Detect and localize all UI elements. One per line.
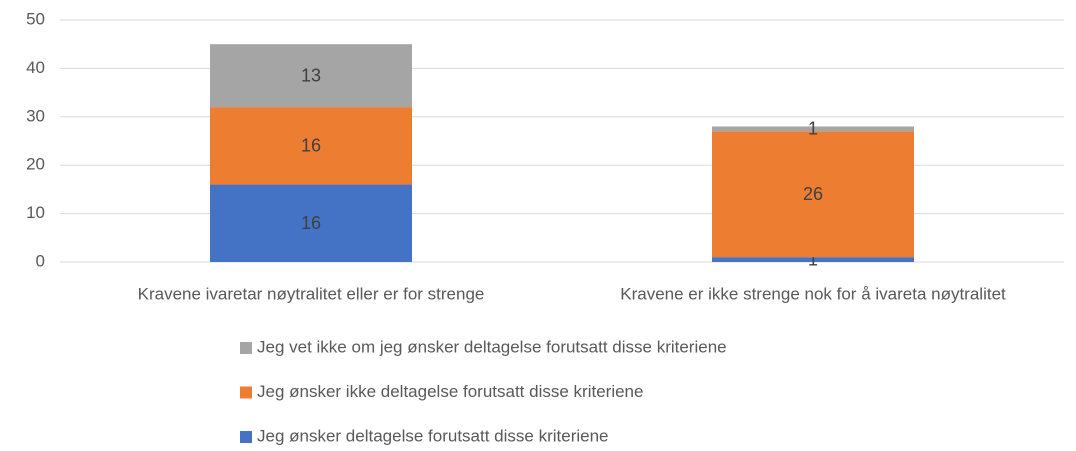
- x-tick-label: Kravene ivaretar nøytralitet eller er fo…: [138, 284, 485, 303]
- y-tick-label: 30: [26, 106, 45, 125]
- data-label: 13: [301, 65, 321, 85]
- legend-label: Jeg ønsker deltagelse forutsatt disse kr…: [257, 426, 609, 445]
- legend-swatch: [240, 342, 252, 354]
- y-tick-label: 40: [26, 58, 45, 77]
- data-label: 1: [808, 119, 818, 139]
- bar-segment: [210, 107, 412, 185]
- bar-segment: [712, 131, 914, 258]
- y-tick-label: 0: [36, 251, 45, 270]
- y-tick-label: 50: [26, 9, 45, 28]
- data-label: 16: [301, 213, 321, 233]
- data-label: 16: [301, 136, 321, 156]
- bar-segment: [210, 184, 412, 262]
- bar-segment: [210, 44, 412, 108]
- y-tick-label: 10: [26, 203, 45, 222]
- legend-swatch: [240, 431, 252, 443]
- bar-segment: [712, 126, 914, 132]
- x-tick-label: Kravene er ikke strenge nok for å ivaret…: [620, 284, 1006, 303]
- legend-label: Jeg ønsker ikke deltagelse forutsatt dis…: [257, 382, 643, 401]
- legend-swatch: [240, 386, 252, 399]
- y-tick-label: 20: [26, 155, 45, 174]
- legend-label: Jeg vet ikke om jeg ønsker deltagelse fo…: [257, 337, 727, 356]
- data-label: 1: [808, 249, 818, 269]
- bar-segment: [712, 257, 914, 262]
- data-label: 26: [803, 184, 823, 204]
